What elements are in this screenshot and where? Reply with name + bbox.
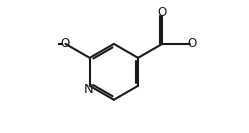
Text: O: O: [61, 37, 70, 50]
Text: O: O: [187, 37, 196, 50]
Text: N: N: [84, 83, 94, 96]
Text: O: O: [158, 6, 167, 19]
